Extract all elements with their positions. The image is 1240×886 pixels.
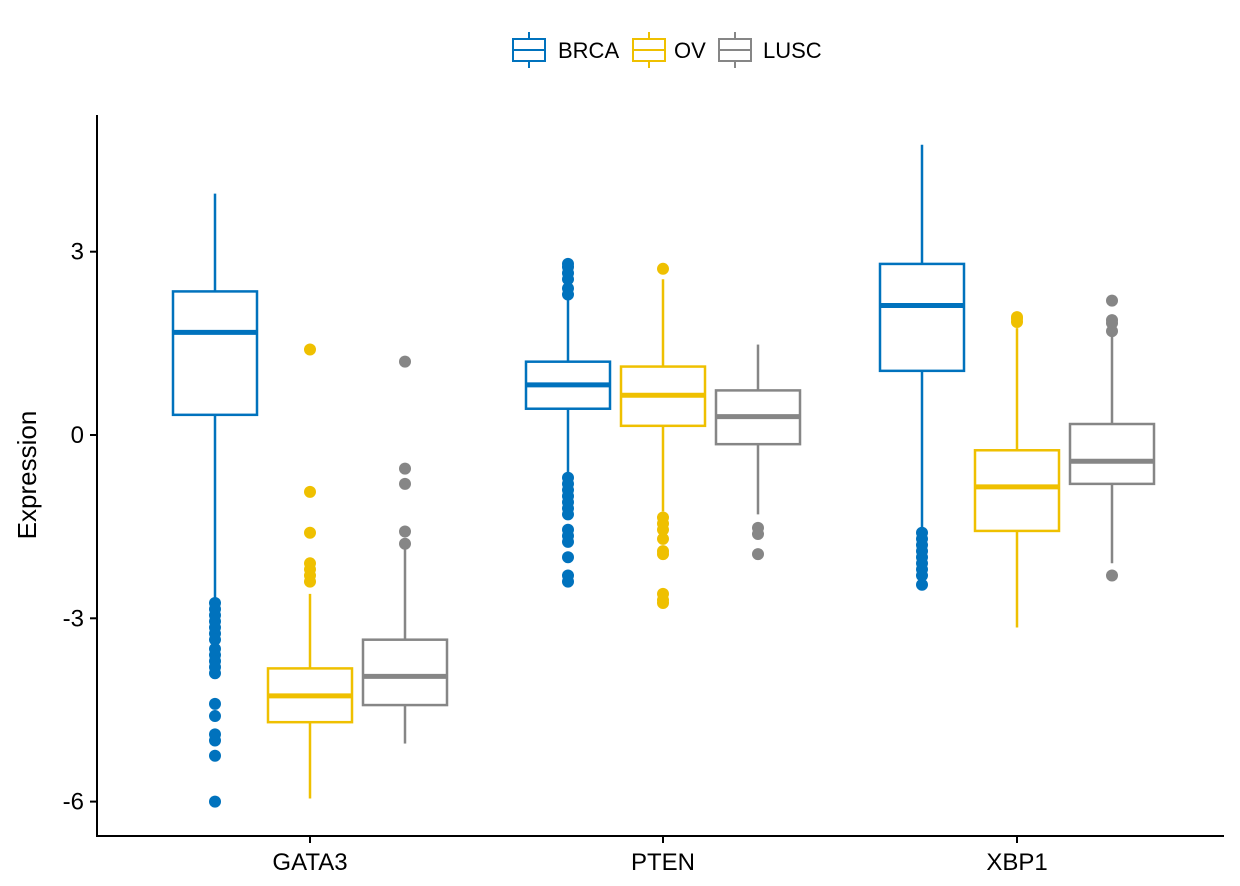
outlier-point bbox=[562, 551, 574, 564]
outlier-point bbox=[752, 527, 764, 540]
outlier-point bbox=[304, 485, 316, 498]
x-tick-label: XBP1 bbox=[986, 849, 1047, 876]
outlier-point bbox=[304, 343, 316, 356]
box-iqr bbox=[171, 290, 259, 417]
y-tick-label: -6 bbox=[63, 789, 84, 816]
outlier-point bbox=[1011, 311, 1023, 324]
outlier-point bbox=[209, 734, 221, 747]
outlier-point bbox=[399, 462, 411, 475]
box-ov-pten bbox=[619, 262, 707, 610]
y-axis-title: Expression bbox=[12, 411, 42, 540]
outlier-point bbox=[399, 537, 411, 550]
outlier-point bbox=[209, 749, 221, 762]
outlier-point bbox=[562, 257, 574, 270]
axes: 3 0 -3 -6 GATA3 PTEN XBP1 Expression bbox=[12, 115, 1224, 876]
outlier-point bbox=[916, 578, 928, 591]
outlier-point bbox=[657, 548, 669, 561]
outlier-point bbox=[209, 795, 221, 808]
outlier-point bbox=[562, 508, 574, 521]
box-lusc-xbp1 bbox=[1068, 294, 1156, 582]
outlier-point bbox=[399, 355, 411, 368]
x-tick-label: PTEN bbox=[631, 849, 695, 876]
box-brca-xbp1 bbox=[878, 144, 966, 591]
y-tick-label: -3 bbox=[63, 605, 84, 632]
outlier-point bbox=[1106, 294, 1118, 307]
outlier-point bbox=[304, 575, 316, 588]
legend: BRCA OV LUSC bbox=[512, 32, 822, 68]
outlier-point bbox=[1106, 569, 1118, 582]
outlier-point bbox=[1106, 314, 1118, 327]
outlier-point bbox=[752, 548, 764, 561]
outlier-point bbox=[562, 575, 574, 588]
outlier-point bbox=[399, 525, 411, 538]
box-iqr bbox=[1068, 422, 1156, 486]
box-brca-gata3 bbox=[171, 193, 259, 808]
box-ov-gata3 bbox=[266, 343, 354, 799]
x-tick-label: GATA3 bbox=[272, 849, 347, 876]
box-iqr bbox=[878, 262, 966, 373]
y-tick-label: 0 bbox=[71, 422, 84, 449]
outlier-point bbox=[657, 523, 669, 536]
box-iqr bbox=[361, 638, 449, 707]
outlier-point bbox=[209, 667, 221, 680]
legend-item-brca: BRCA bbox=[512, 32, 619, 68]
legend-label: BRCA bbox=[558, 38, 619, 63]
outlier-point bbox=[916, 569, 928, 582]
outlier-point bbox=[209, 697, 221, 710]
outlier-point bbox=[562, 535, 574, 548]
box-lusc-gata3 bbox=[361, 355, 449, 744]
outlier-point bbox=[304, 526, 316, 539]
plot-area bbox=[171, 144, 1156, 808]
box-lusc-pten bbox=[714, 344, 802, 561]
outlier-point bbox=[209, 633, 221, 646]
outlier-point bbox=[209, 710, 221, 723]
outlier-point bbox=[399, 477, 411, 490]
outlier-point bbox=[562, 282, 574, 295]
box-iqr bbox=[973, 449, 1061, 533]
legend-label: LUSC bbox=[763, 38, 822, 63]
outlier-point bbox=[657, 532, 669, 545]
box-brca-pten bbox=[524, 257, 612, 588]
legend-label: OV bbox=[674, 38, 706, 63]
box-ov-xbp1 bbox=[973, 311, 1061, 628]
legend-item-lusc: LUSC bbox=[718, 32, 822, 68]
outlier-point bbox=[657, 262, 669, 275]
outlier-point bbox=[657, 597, 669, 610]
y-tick-label: 3 bbox=[71, 239, 84, 266]
legend-item-ov: OV bbox=[632, 32, 706, 68]
